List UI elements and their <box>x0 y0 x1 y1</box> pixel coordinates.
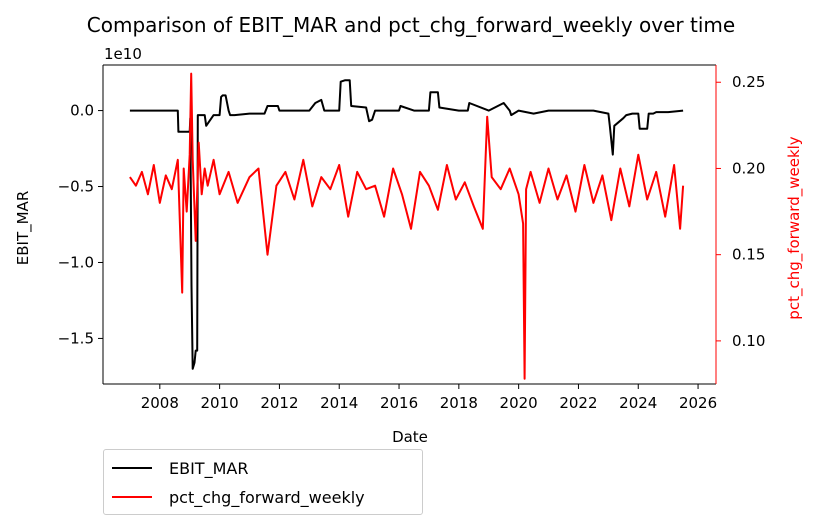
chart-title: Comparison of EBIT_MAR and pct_chg_forwa… <box>87 13 735 37</box>
x-tick-label: 2016 <box>380 394 418 412</box>
x-axis: 2008 2010 2012 2014 2016 2018 2020 2022 2024 2026 <box>141 384 717 412</box>
y-left-tick-label: −1.5 <box>58 329 94 347</box>
y-right-tick-label: 0.25 <box>732 73 765 91</box>
y-right-tick-label: 0.20 <box>732 159 765 177</box>
legend: EBIT_MAR pct_chg_forward_weekly <box>103 449 423 515</box>
legend-swatch-ebit-mar <box>112 467 152 469</box>
y-right-tick-label: 0.15 <box>732 246 765 264</box>
series-line-pct-chg-forward-weekly <box>129 72 685 380</box>
legend-item-ebit-mar: EBIT_MAR <box>104 455 248 481</box>
x-tick-label: 2026 <box>679 394 717 412</box>
x-axis-label: Date <box>392 428 428 446</box>
x-tick-label: 2024 <box>619 394 657 412</box>
y-left-tick-label: −0.5 <box>58 178 94 196</box>
x-tick-label: 2008 <box>141 394 179 412</box>
x-tick-label: 2022 <box>559 394 597 412</box>
left-axis-offset-label: 1e10 <box>104 45 142 63</box>
plot-area <box>102 64 717 385</box>
right-y-axis: 0.25 0.20 0.15 0.10 <box>716 73 765 350</box>
y-left-tick-label: −1.0 <box>58 253 94 271</box>
legend-swatch-pct-chg <box>112 496 152 498</box>
x-tick-label: 2020 <box>500 394 538 412</box>
x-tick-label: 2014 <box>320 394 358 412</box>
legend-label-ebit-mar: EBIT_MAR <box>169 458 249 478</box>
x-tick-label: 2018 <box>440 394 478 412</box>
right-y-axis-label: pct_chg_forward_weekly <box>785 136 804 320</box>
legend-label-pct-chg: pct_chg_forward_weekly <box>169 487 365 507</box>
legend-item-pct-chg: pct_chg_forward_weekly <box>104 484 365 510</box>
x-tick-label: 2012 <box>260 394 298 412</box>
y-left-tick-label: 0.0 <box>70 102 94 120</box>
x-tick-label: 2010 <box>201 394 239 412</box>
y-right-tick-label: 0.10 <box>732 332 765 350</box>
left-y-axis-label: EBIT_MAR <box>14 191 33 265</box>
series-line-ebit-mar <box>129 79 684 370</box>
left-y-axis: 0.0 −0.5 −1.0 −1.5 <box>58 102 103 347</box>
